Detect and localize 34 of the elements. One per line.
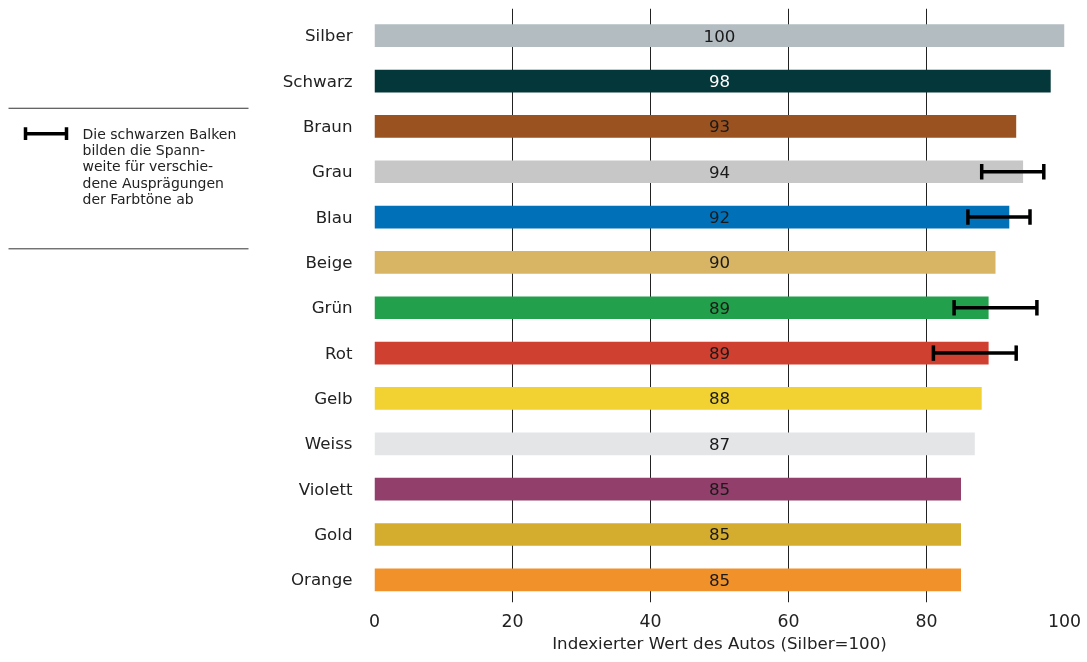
y-tick-label: Gold: [314, 524, 353, 544]
data-label: 89: [708, 344, 731, 364]
y-tick-label: Orange: [290, 570, 353, 590]
x-tick-label: 100: [1047, 610, 1082, 631]
data-label: 92: [708, 208, 731, 228]
data-label: 94: [708, 162, 731, 182]
data-label: 93: [708, 117, 731, 137]
x-tick-label: 0: [368, 610, 381, 631]
data-label: 88: [708, 389, 731, 409]
x-tick-label: 60: [777, 610, 800, 631]
y-tick-label: Gelb: [314, 388, 353, 408]
data-label: 98: [708, 72, 731, 92]
data-label: 90: [708, 253, 731, 273]
text: Die schwarzen Balken bilden die Spann- weite für verschie- dene Ausprägungen der Farbtöne ab: [82, 125, 237, 207]
x-tick-label: 40: [639, 610, 662, 631]
y-tick-label: Blau: [315, 207, 353, 227]
y-tick-label: Rot: [324, 343, 353, 363]
y-tick-label: Silber: [305, 26, 353, 46]
data-label: 89: [708, 298, 731, 318]
y-tick-label: Weiss: [304, 434, 353, 454]
data-label: 85: [708, 570, 731, 590]
x-axis-title: Indexierter Wert des Autos (Silber=100): [552, 633, 887, 653]
data-label: 100: [703, 26, 736, 46]
y-tick-label: Braun: [302, 116, 353, 136]
y-tick-label: Schwarz: [282, 71, 353, 91]
y-tick-label: Beige: [305, 252, 353, 272]
data-label: 85: [708, 525, 731, 545]
data-label: 87: [708, 434, 731, 454]
y-tick-label: Violett: [298, 479, 353, 499]
x-tick-label: 80: [915, 610, 938, 631]
data-label: 85: [708, 480, 731, 500]
y-tick-label: Grau: [311, 162, 353, 182]
x-tick-label: 20: [501, 610, 524, 631]
y-tick-label: Grün: [311, 298, 353, 318]
